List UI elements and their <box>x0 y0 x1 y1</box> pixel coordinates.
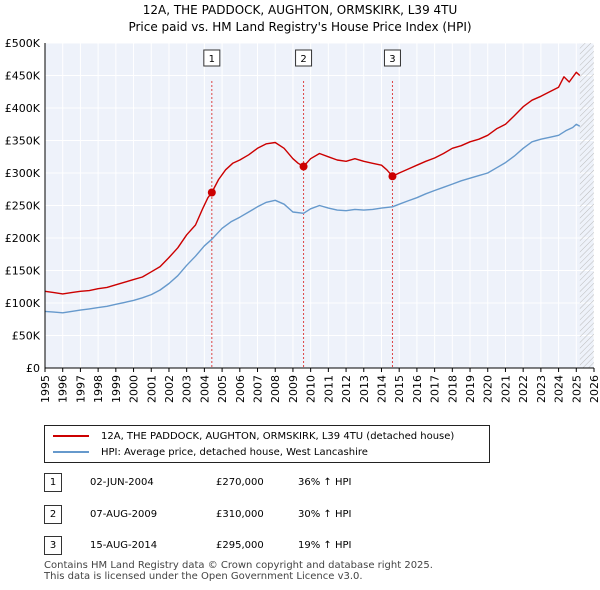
chart-subtitle: Price paid vs. HM Land Registry's House … <box>128 20 472 34</box>
x-tick-label: 2018 <box>446 375 459 403</box>
x-tick-label: 1996 <box>57 375 70 403</box>
y-tick-label: £50K <box>12 330 41 343</box>
x-tick-label: 1995 <box>39 375 52 403</box>
x-tick-label: 2004 <box>198 375 211 403</box>
sale-point-marker <box>207 188 216 197</box>
series-line-hpi <box>44 123 581 314</box>
legend-item-property: 12A, THE PADDOCK, AUGHTON, ORMSKIRK, L39… <box>53 430 454 444</box>
sale-price: £295,000 <box>216 540 264 551</box>
x-tick-label: 1997 <box>74 375 87 403</box>
x-tick-label: 2022 <box>517 375 530 403</box>
y-tick-label: £500K <box>5 37 41 50</box>
sale-number-badge: 3 <box>44 536 62 555</box>
sale-label-number: 3 <box>389 54 395 65</box>
sale-date: 02-JUN-2004 <box>90 477 154 488</box>
legend: 12A, THE PADDOCK, AUGHTON, ORMSKIRK, L39… <box>44 425 490 463</box>
x-tick-label: 2010 <box>305 375 318 403</box>
y-tick-label: £450K <box>5 70 41 83</box>
sale-number-badge: 2 <box>44 505 62 524</box>
x-tick-label: 2015 <box>393 375 406 403</box>
x-tick-label: 2002 <box>163 375 176 403</box>
sale-hpi-change: 19% ↑ HPI <box>298 540 352 551</box>
x-tick-label: 2006 <box>234 375 247 403</box>
footer-licence: This data is licensed under the Open Gov… <box>44 571 363 582</box>
x-tick-label: 2023 <box>535 375 548 403</box>
y-tick-label: £300K <box>5 167 41 180</box>
sale-label-box <box>383 49 401 67</box>
sale-price: £270,000 <box>216 477 264 488</box>
sale-label-box <box>295 49 313 67</box>
y-tick-label: £250K <box>5 200 41 213</box>
sale-price: £310,000 <box>216 509 264 520</box>
legend-item-hpi: HPI: Average price, detached house, West… <box>53 446 368 460</box>
x-tick-label: 2021 <box>499 375 512 403</box>
sale-date: 07-AUG-2009 <box>90 509 158 520</box>
x-tick-label: 2008 <box>269 375 282 403</box>
x-tick-label: 2024 <box>553 375 566 403</box>
y-tick-label: £0 <box>26 362 40 375</box>
x-tick-label: 2009 <box>287 375 300 403</box>
sale-number-badge: 1 <box>44 473 62 492</box>
x-tick-label: 2005 <box>216 375 229 403</box>
footer-attribution: Contains HM Land Registry data © Crown c… <box>44 560 433 582</box>
x-tick-label: 2011 <box>322 375 335 403</box>
x-tick-label: 1999 <box>110 375 123 403</box>
legend-label-hpi: HPI: Average price, detached house, West… <box>101 447 368 458</box>
x-tick-label: 2007 <box>252 375 265 403</box>
x-tick-label: 1998 <box>92 375 105 403</box>
x-tick-label: 2000 <box>128 375 141 403</box>
y-tick-label: £400K <box>5 102 41 115</box>
x-tick-label: 2026 <box>588 375 600 403</box>
x-tick-label: 2019 <box>464 375 477 403</box>
sale-label-number: 1 <box>209 54 215 65</box>
x-tick-label: 2001 <box>145 375 158 403</box>
x-tick-label: 2016 <box>411 375 424 403</box>
future-hatch-region <box>579 43 594 368</box>
sale-hpi-change: 36% ↑ HPI <box>298 477 352 488</box>
x-tick-label: 2012 <box>340 375 353 403</box>
footer-copyright: Contains HM Land Registry data © Crown c… <box>44 560 433 571</box>
y-tick-label: £200K <box>5 232 41 245</box>
legend-swatch-hpi <box>53 451 89 453</box>
x-tick-label: 2014 <box>375 375 388 403</box>
x-tick-label: 2025 <box>570 375 583 403</box>
y-tick-label: £350K <box>5 135 41 148</box>
y-tick-label: £100K <box>5 297 41 310</box>
sale-label-number: 2 <box>300 54 306 65</box>
x-tick-label: 2003 <box>181 375 194 403</box>
chart-title: 12A, THE PADDOCK, AUGHTON, ORMSKIRK, L39… <box>142 3 458 17</box>
legend-swatch-property <box>53 435 89 437</box>
sale-point-marker <box>388 172 397 181</box>
sale-date: 15-AUG-2014 <box>90 540 158 551</box>
chart-title-block: 12A, THE PADDOCK, AUGHTON, ORMSKIRK, L39… <box>0 2 600 36</box>
y-tick-label: £150K <box>5 265 41 278</box>
x-tick-label: 2017 <box>429 375 442 403</box>
sale-hpi-change: 30% ↑ HPI <box>298 509 352 520</box>
sale-point-marker <box>299 162 308 171</box>
x-tick-label: 2020 <box>482 375 495 403</box>
legend-label-property: 12A, THE PADDOCK, AUGHTON, ORMSKIRK, L39… <box>101 431 455 442</box>
price-chart: £0 £50K £100K £150K £200K £250K £300K £350K £400… <box>5 37 600 403</box>
sale-label-box <box>203 49 221 67</box>
x-tick-label: 2013 <box>358 375 371 403</box>
series-line-property <box>44 71 581 295</box>
